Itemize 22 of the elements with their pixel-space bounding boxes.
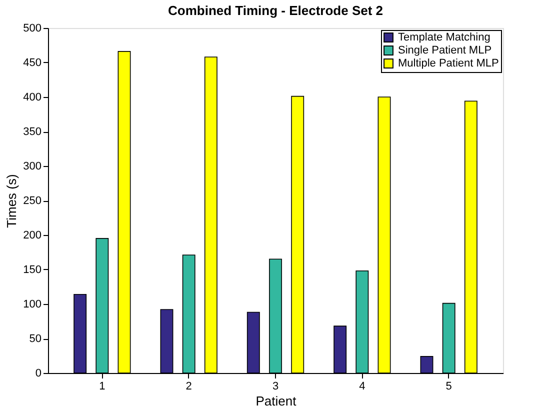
- y-tick-label: 450: [23, 57, 42, 69]
- y-tick-label: 150: [23, 264, 42, 276]
- legend-label: Multiple Patient MLP: [398, 58, 499, 70]
- y-tick-label: 200: [23, 230, 42, 242]
- y-tick-label: 100: [23, 298, 42, 310]
- legend-label: Single Patient MLP: [398, 44, 492, 56]
- x-tick-label: 4: [359, 380, 366, 392]
- y-tick-label: 300: [23, 160, 42, 172]
- legend-label: Template Matching: [398, 32, 490, 44]
- y-tick-label: 50: [29, 333, 42, 345]
- x-tick-label: 2: [186, 380, 192, 392]
- y-tick-label: 350: [23, 126, 42, 138]
- chart-title: Combined Timing - Electrode Set 2: [168, 3, 384, 18]
- x-tick-label: 3: [272, 380, 279, 392]
- y-tick-label: 0: [35, 368, 42, 380]
- x-tick-label: 5: [446, 380, 452, 392]
- x-tick-label: 1: [99, 380, 106, 392]
- x-axis-title: Patient: [256, 394, 297, 408]
- y-tick-label: 500: [23, 22, 42, 34]
- y-tick-label: 400: [23, 92, 42, 104]
- y-axis-title: Times (s): [4, 174, 20, 228]
- y-tick-label: 250: [23, 195, 42, 207]
